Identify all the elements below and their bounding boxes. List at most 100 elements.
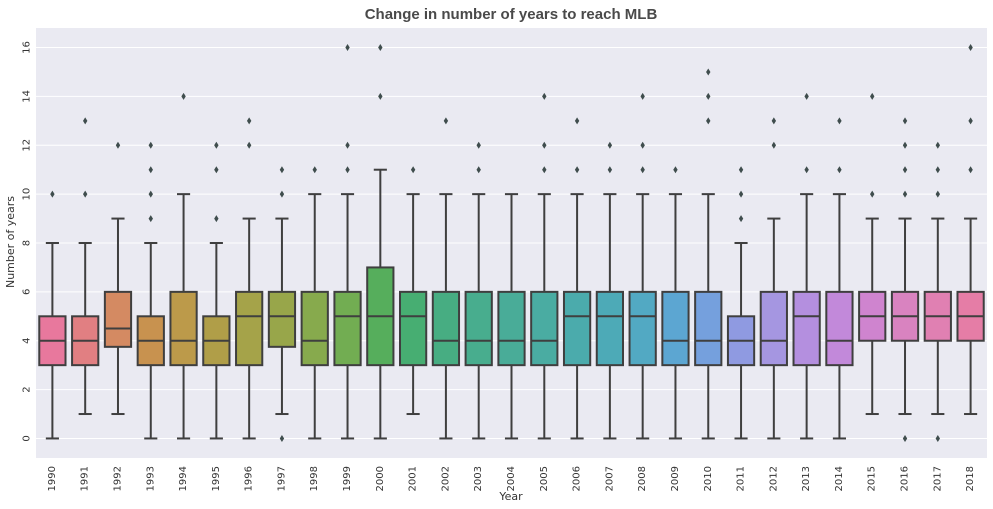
- outlier-point: [771, 141, 777, 149]
- outlier-point: [476, 141, 481, 149]
- box-2004: [497, 193, 526, 440]
- outlier-point: [148, 166, 153, 174]
- iqr-box: [235, 290, 264, 367]
- outlier-point: [640, 141, 645, 149]
- outlier-point: [706, 117, 711, 125]
- x-tick-label: 1992: [112, 466, 123, 491]
- x-tick-label: 2008: [637, 466, 648, 491]
- box-2013: [792, 92, 821, 440]
- box-2007: [595, 141, 624, 440]
- outlier-point: [574, 166, 580, 174]
- y-tick-label: 10: [22, 188, 33, 201]
- outlier-point: [279, 434, 285, 442]
- x-tick-label: 2018: [965, 466, 976, 491]
- box-2015: [858, 92, 887, 416]
- outlier-point: [312, 166, 317, 174]
- outlier-point: [935, 190, 941, 198]
- x-tick-label: 2006: [572, 466, 583, 491]
- y-tick-label: 16: [22, 41, 33, 54]
- x-tick-label: 1993: [145, 466, 156, 491]
- x-tick-label: 1991: [80, 466, 91, 491]
- outlier-point: [902, 141, 908, 149]
- iqr-box: [169, 290, 198, 367]
- outlier-point: [640, 166, 645, 174]
- outlier-point: [50, 190, 55, 198]
- outlier-point: [902, 166, 908, 174]
- box-1998: [300, 166, 329, 440]
- iqr-box: [399, 290, 428, 367]
- box-1999: [333, 44, 362, 440]
- outlier-point: [968, 44, 973, 52]
- outlier-point: [738, 166, 744, 174]
- iqr-box: [825, 290, 854, 367]
- x-tick-label: 1994: [178, 466, 189, 491]
- x-tick-label: 1999: [342, 466, 353, 491]
- box-2003: [464, 141, 493, 440]
- outlier-point: [378, 44, 383, 52]
- outlier-point: [410, 166, 416, 174]
- box-1994: [169, 92, 198, 440]
- chart-title: Change in number of years to reach MLB: [365, 6, 658, 23]
- iqr-box: [103, 290, 133, 348]
- y-tick-label: 4: [22, 338, 33, 344]
- box-2008: [628, 92, 657, 440]
- x-tick-label: 2009: [670, 466, 681, 491]
- outlier-point: [935, 166, 941, 174]
- box-1993: [136, 141, 165, 440]
- iqr-box: [431, 290, 461, 367]
- x-axis-label: Year: [498, 490, 523, 503]
- box-1997: [267, 166, 297, 442]
- outlier-point: [542, 166, 547, 174]
- y-tick-label: 12: [22, 139, 33, 152]
- box-2012: [759, 117, 788, 440]
- box-2001: [399, 166, 428, 416]
- outlier-point: [738, 190, 744, 198]
- outlier-point: [345, 44, 350, 52]
- outlier-point: [968, 166, 973, 174]
- outlier-point: [574, 117, 580, 125]
- box-2000: [366, 44, 395, 440]
- box-1992: [103, 141, 133, 416]
- iqr-box: [792, 290, 821, 367]
- boxes: [38, 44, 985, 442]
- outlier-point: [181, 92, 186, 100]
- box-2017: [923, 141, 952, 442]
- outlier-point: [935, 141, 941, 149]
- box-2014: [825, 117, 854, 440]
- y-tick-labels: 0 2 4 6 8 10 12 14 16: [22, 41, 33, 441]
- iqr-box: [661, 290, 690, 367]
- x-tick-label: 1998: [309, 466, 320, 491]
- outlier-point: [82, 190, 88, 198]
- outlier-point: [148, 190, 153, 198]
- iqr-box: [267, 290, 297, 348]
- iqr-box: [562, 290, 592, 367]
- iqr-box: [333, 290, 362, 367]
- x-tick-label: 1990: [47, 466, 58, 491]
- x-tick-label: 2002: [440, 466, 451, 491]
- x-tick-label: 2011: [736, 466, 747, 491]
- outlier-point: [902, 190, 908, 198]
- outlier-point: [935, 434, 941, 442]
- x-tick-label: 2010: [703, 466, 714, 491]
- iqr-box: [759, 290, 788, 367]
- iqr-box: [300, 290, 329, 367]
- outlier-point: [148, 215, 153, 223]
- x-tick-label: 2007: [604, 466, 615, 491]
- outlier-point: [837, 117, 842, 125]
- outlier-point: [476, 166, 481, 174]
- outlier-point: [279, 166, 285, 174]
- outlier-point: [706, 92, 711, 100]
- x-tick-label: 2012: [768, 466, 779, 491]
- outlier-point: [345, 141, 350, 149]
- outlier-point: [902, 434, 908, 442]
- iqr-box: [694, 290, 723, 367]
- outlier-point: [968, 117, 973, 125]
- y-axis-label: Number of years: [4, 196, 17, 288]
- outlier-point: [804, 166, 809, 174]
- x-tick-label: 2004: [506, 466, 517, 491]
- outlier-point: [640, 92, 645, 100]
- outlier-point: [837, 166, 842, 174]
- outlier-point: [345, 166, 350, 174]
- outlier-point: [738, 215, 744, 223]
- outlier-point: [607, 166, 613, 174]
